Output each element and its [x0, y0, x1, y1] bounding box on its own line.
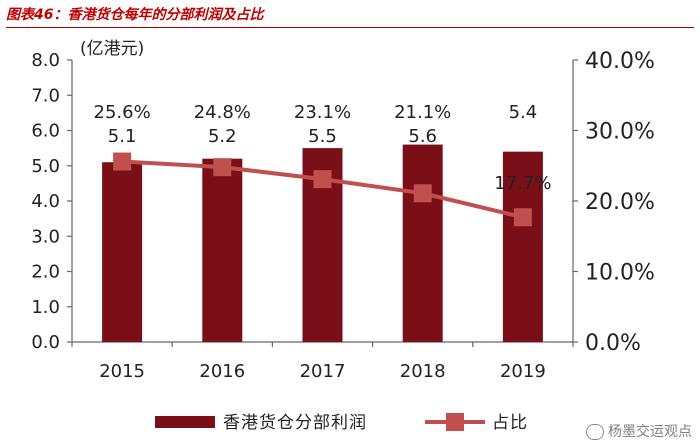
left-tick-label: 6.0: [31, 121, 60, 142]
bar: [202, 158, 243, 342]
watermark: 杨墨交运观点: [586, 421, 692, 441]
share-data-label: 25.6%: [94, 102, 151, 123]
profit-data-label: 5.2: [208, 126, 237, 147]
profit-data-label: 5.6: [408, 126, 437, 147]
legend: 香港货仓分部利润 占比: [155, 413, 528, 433]
bar: [102, 162, 143, 342]
y-axis-unit-label: (亿港元): [80, 39, 144, 59]
legend-swatch-marker: [446, 413, 464, 431]
right-tick-label: 0.0%: [585, 331, 641, 356]
right-tick-label: 10.0%: [585, 261, 655, 286]
profit-data-label: 5.5: [308, 126, 337, 147]
title-rule: [6, 27, 694, 28]
line-marker: [513, 208, 532, 227]
bar: [402, 144, 443, 342]
x-tick-label: 2017: [300, 361, 346, 382]
legend-label-line: 占比: [492, 413, 528, 433]
bar: [502, 151, 543, 342]
left-tick-label: 8.0: [31, 50, 60, 71]
share-data-label: 17.7%: [494, 173, 551, 194]
left-tick-label: 5.0: [31, 156, 60, 177]
line-marker: [113, 152, 132, 171]
left-tick-label: 0.0: [31, 332, 60, 353]
line-marker: [413, 184, 432, 203]
share-data-label: 21.1%: [394, 102, 451, 123]
watermark-text: 杨墨交运观点: [608, 424, 692, 440]
x-tick-label: 2016: [199, 361, 245, 382]
profit-data-label: 5.1: [108, 126, 137, 147]
legend-swatch-bar: [155, 416, 215, 428]
line-marker: [313, 170, 332, 189]
chart-axes: 0.0 1.0 2.0 3.0 4.0 5.0 6.0 7.0 8.0 0.0% 10.0% 20.0…: [31, 39, 655, 382]
right-tick-label: 20.0%: [585, 190, 655, 215]
right-tick-label: 40.0%: [585, 49, 655, 74]
share-data-label: 23.1%: [294, 102, 351, 123]
share-data-label: 24.8%: [194, 102, 251, 123]
line-series: [113, 152, 532, 227]
data-labels: 25.6% 24.8% 23.1% 21.1% 17.7% 5.1 5.2 5.5 5.6 5.4: [94, 102, 552, 194]
left-tick-label: 7.0: [31, 85, 60, 106]
left-tick-label: 4.0: [31, 191, 60, 212]
x-tick-label: 2015: [99, 361, 145, 382]
left-tick-label: 2.0: [31, 262, 60, 283]
wechat-icon: [586, 424, 604, 440]
profit-data-label: 5.4: [509, 102, 538, 123]
x-tick-label: 2019: [500, 361, 546, 382]
bar-series: [102, 144, 543, 342]
line-marker: [213, 158, 232, 177]
legend-label-bar: 香港货仓分部利润: [223, 413, 367, 433]
x-tick-label: 2018: [400, 361, 446, 382]
left-tick-label: 3.0: [31, 226, 60, 247]
figure-title: 图表46：香港货仓每年的分部利润及占比: [6, 7, 264, 23]
right-tick-label: 30.0%: [585, 120, 655, 145]
left-tick-label: 1.0: [31, 297, 60, 318]
